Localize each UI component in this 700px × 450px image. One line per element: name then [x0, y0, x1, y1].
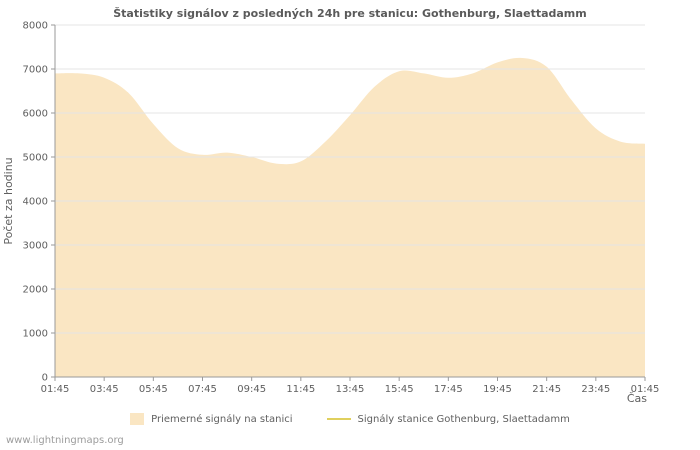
svg-text:01:45: 01:45 [631, 384, 660, 395]
x-axis-label: Čas [627, 392, 647, 405]
svg-text:5000: 5000 [23, 153, 48, 164]
svg-text:13:45: 13:45 [336, 384, 365, 395]
svg-text:19:45: 19:45 [483, 384, 512, 395]
svg-text:2000: 2000 [23, 285, 48, 296]
axes [54, 25, 645, 378]
legend-item-station: Signály stanice Gothenburg, Slaettadamm [326, 413, 570, 425]
watermark: www.lightningmaps.org [6, 435, 124, 446]
svg-text:3000: 3000 [23, 241, 48, 252]
svg-text:01:45: 01:45 [41, 384, 70, 395]
y-tick-labels: 0 1000 2000 3000 4000 5000 6000 7000 8000 [23, 21, 48, 384]
area-series [55, 57, 645, 377]
svg-text:6000: 6000 [23, 109, 48, 120]
axis-ticks [51, 24, 646, 381]
svg-text:7000: 7000 [23, 65, 48, 76]
svg-text:07:45: 07:45 [188, 384, 217, 395]
legend-item-average: Priemerné signály na stanici [130, 413, 293, 425]
line-series-swatch-icon [326, 418, 351, 420]
svg-text:1000: 1000 [23, 329, 48, 340]
gridlines [55, 24, 645, 334]
legend: Priemerné signály na stanici Signály sta… [0, 413, 700, 425]
svg-text:0: 0 [42, 373, 48, 384]
svg-text:15:45: 15:45 [385, 384, 414, 395]
x-tick-labels: 01:45 03:45 05:45 07:45 09:45 11:45 13:45 15:45… [41, 384, 660, 395]
plot-area: 0 1000 2000 3000 4000 5000 6000 7000 8000 01:45 03… [23, 21, 660, 396]
svg-text:8000: 8000 [23, 21, 48, 32]
area-series-swatch-icon [130, 413, 145, 425]
svg-text:11:45: 11:45 [286, 384, 315, 395]
svg-text:23:45: 23:45 [581, 384, 610, 395]
svg-text:03:45: 03:45 [90, 384, 119, 395]
svg-text:09:45: 09:45 [237, 384, 266, 395]
svg-text:4000: 4000 [23, 197, 48, 208]
svg-text:05:45: 05:45 [139, 384, 168, 395]
svg-text:17:45: 17:45 [434, 384, 463, 395]
y-axis-label: Počet za hodinu [2, 157, 15, 244]
chart-title: Štatistiky signálov z posledných 24h pre… [113, 7, 587, 20]
legend-label-average: Priemerné signály na stanici [151, 413, 293, 425]
svg-text:21:45: 21:45 [532, 384, 561, 395]
legend-label-station: Signály stanice Gothenburg, Slaettadamm [357, 413, 570, 425]
